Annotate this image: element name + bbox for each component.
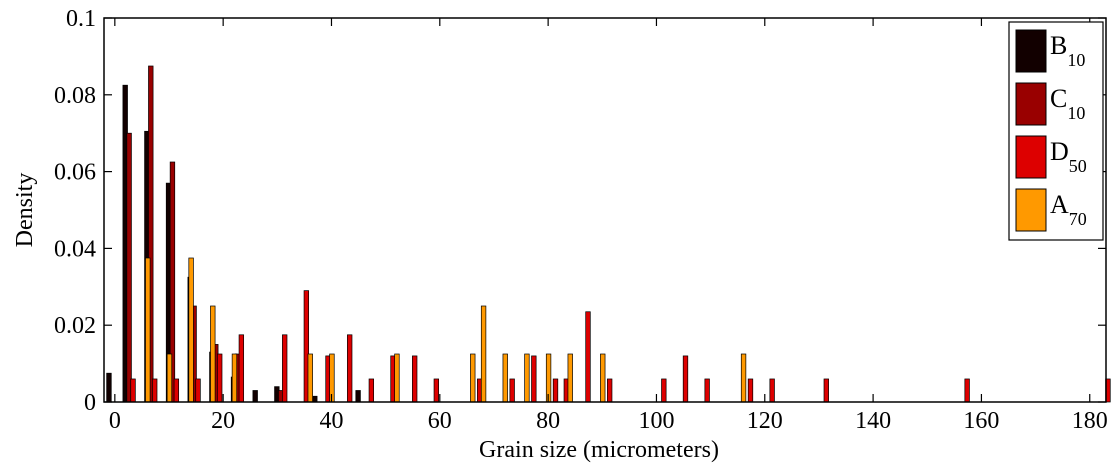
bar-d50 (585, 311, 591, 403)
x-tick-label: 140 (855, 408, 891, 434)
y-axis-ticks: 0 0.02 0.04 0.06 0.08 0.1 (54, 6, 1106, 416)
plot-frame (103, 17, 1107, 403)
legend-swatch (1015, 82, 1047, 126)
bar-d50 (509, 378, 515, 403)
bar-d50 (661, 378, 667, 403)
y-tick-label: 0.1 (66, 6, 96, 32)
bar-d50 (607, 378, 613, 403)
bar-a70 (307, 353, 313, 403)
bar-d50 (195, 378, 201, 403)
x-tick-label: 60 (428, 408, 452, 434)
y-tick-label: 0 (84, 390, 96, 416)
y-tick-label: 0.08 (54, 83, 96, 109)
bar-a70 (210, 305, 216, 403)
bar-a70 (394, 353, 400, 403)
bars-layer (106, 65, 1111, 403)
legend-label: A70 (1050, 190, 1087, 229)
bar-d50 (282, 334, 288, 403)
legend-swatch (1015, 135, 1047, 179)
bar-a70 (470, 353, 476, 403)
bar-d50 (412, 355, 418, 403)
bar-d50 (238, 334, 245, 403)
legend: B10 C10 D50 A70 (1008, 21, 1104, 241)
x-tick-label: 120 (747, 408, 783, 434)
bar-d50 (347, 334, 353, 403)
bar-d50 (704, 378, 710, 403)
x-tick-label: 160 (963, 408, 999, 434)
legend-swatch (1015, 29, 1047, 73)
bar-d50 (964, 378, 970, 403)
bar-b10 (355, 390, 361, 403)
bar-d50 (217, 353, 223, 403)
bar-d50 (531, 355, 537, 403)
x-axis-ticks: 0 20 40 60 80 100 120 140 160 180 (109, 18, 1108, 434)
bar-a70 (166, 353, 173, 403)
bar-d50 (173, 378, 180, 403)
x-tick-label: 100 (638, 408, 674, 434)
x-axis-label: Grain size (micrometers) (479, 437, 719, 463)
bar-b10 (106, 372, 112, 403)
bar-a70 (188, 257, 194, 403)
bar-a70 (740, 353, 747, 403)
bar-d50 (682, 355, 689, 403)
bar-a70 (600, 353, 606, 403)
bar-a70 (524, 353, 530, 403)
bar-a70 (567, 353, 573, 403)
bar-d50 (152, 378, 158, 403)
bar-b10 (312, 395, 318, 403)
bar-d50 (130, 378, 136, 403)
legend-label: C10 (1050, 84, 1085, 123)
x-tick-label: 180 (1072, 408, 1108, 434)
legend-swatch (1015, 188, 1047, 232)
x-tick-label: 80 (536, 408, 560, 434)
bar-a70 (480, 305, 487, 403)
y-tick-label: 0.02 (54, 313, 96, 339)
bar-a70 (231, 353, 238, 403)
y-tick-label: 0.04 (54, 236, 96, 262)
bar-d50 (433, 378, 439, 403)
bar-d50 (769, 378, 775, 403)
legend-label: D50 (1050, 137, 1087, 176)
legend-label: B10 (1050, 31, 1085, 70)
y-axis-label: Density (12, 173, 38, 248)
bar-c10 (126, 132, 132, 403)
x-tick-label: 20 (211, 408, 235, 434)
bar-b10 (252, 390, 258, 403)
bar-d50 (552, 378, 559, 403)
x-tick-label: 0 (109, 408, 121, 434)
x-tick-label: 40 (319, 408, 343, 434)
bar-a70 (502, 353, 508, 403)
bar-d50 (823, 378, 829, 403)
y-tick-label: 0.06 (54, 160, 96, 186)
bar-d50 (368, 378, 375, 403)
bar-d50 (747, 378, 754, 403)
bar-a70 (145, 257, 151, 403)
